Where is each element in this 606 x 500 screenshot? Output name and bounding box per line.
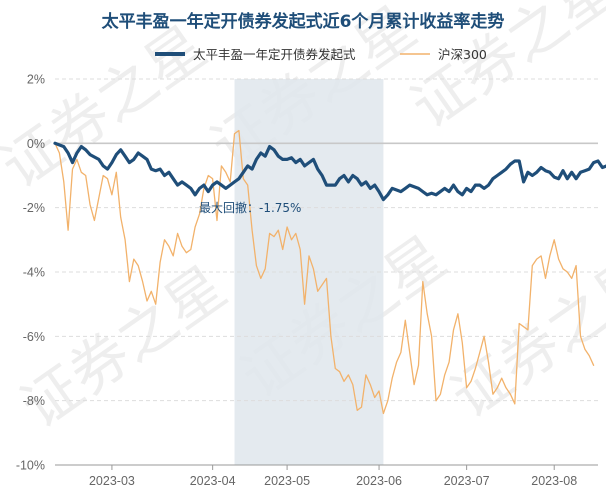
series-line-index: [54, 129, 595, 415]
gridlines: [55, 78, 598, 466]
watermark-text: 证券之星: [0, 13, 218, 202]
y-tick-label: 2%: [27, 73, 45, 87]
y-tick-label: -6%: [23, 330, 45, 344]
legend: 太平丰盈一年定开债券发起式 沪深300: [155, 47, 487, 62]
y-tick-label: 0%: [27, 137, 45, 151]
x-tick-label: 2023-05: [264, 474, 310, 488]
y-tick-label: -8%: [23, 394, 45, 408]
y-tick-label: -10%: [16, 459, 45, 473]
y-tick-label: -4%: [23, 266, 45, 280]
x-tick-label: 2023-04: [190, 474, 236, 488]
x-tick-label: 2023-03: [89, 474, 135, 488]
x-tick-label: 2023-06: [356, 474, 402, 488]
legend-label-fund: 太平丰盈一年定开债券发起式: [193, 47, 356, 62]
series-lines: [53, 129, 606, 415]
series-line-fund: [53, 141, 606, 202]
x-axis-ticks: 2023-03 2023-04 2023-05 2023-06 2023-07 2023-…: [89, 465, 577, 488]
x-tick-label: 2023-08: [531, 474, 577, 488]
x-tick-label: 2023-07: [444, 474, 490, 488]
watermark-text: 证券之星: [9, 253, 238, 442]
y-tick-label: -2%: [23, 201, 45, 215]
legend-label-index: 沪深300: [438, 47, 487, 62]
chart-title: 太平丰盈一年定开债券发起式近6个月累计收益率走势: [102, 11, 505, 32]
y-axis-ticks: 2% 0% -2% -4% -6% -8% -10%: [16, 73, 45, 473]
max-drawdown-label: 最大回撤：-1.75%: [199, 200, 301, 215]
